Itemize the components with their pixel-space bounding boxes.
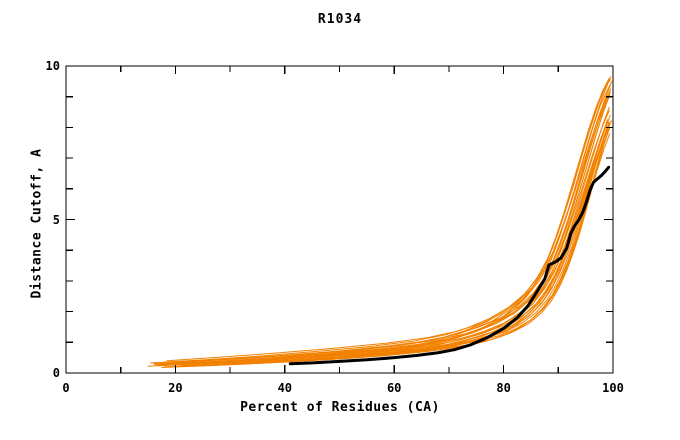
model-curve: [185, 110, 610, 365]
x-tick-label: 60: [386, 381, 402, 395]
model-curve: [213, 125, 610, 365]
model-curve: [172, 106, 610, 365]
model-curve: [177, 97, 609, 363]
model-curve: [158, 83, 609, 366]
model-curve: [161, 120, 612, 368]
plot-frame: [65, 65, 614, 374]
chart-title: R1034: [317, 12, 363, 27]
model-curve: [224, 121, 610, 364]
x-tick-label: 0: [62, 381, 70, 395]
x-tick-label: 40: [277, 381, 293, 395]
model-curve: [166, 80, 613, 362]
curve-group: [147, 76, 613, 368]
model-curve: [180, 120, 609, 367]
y-tick-label: 10: [45, 59, 60, 73]
model-curve: [155, 91, 611, 366]
model-curve: [202, 114, 611, 365]
x-axis-label: Percent of Residues (CA): [240, 400, 440, 415]
model-curve: [154, 85, 611, 365]
reference-curve: [288, 165, 611, 366]
model-curve: [191, 94, 611, 362]
model-curve: [163, 119, 609, 368]
model-curve: [147, 77, 610, 367]
model-curve: [153, 79, 611, 365]
model-curve: [188, 126, 611, 367]
x-tick-label: 20: [168, 381, 183, 395]
model-curve: [174, 99, 609, 365]
y-tick-label: 5: [52, 212, 60, 227]
y-axis-label: Distance Cutoff, A: [29, 148, 45, 299]
model-curve: [207, 128, 610, 364]
x-tick-label: 80: [496, 381, 511, 395]
model-curve: [196, 120, 609, 364]
model-curve: [169, 88, 612, 363]
x-tick-label: 100: [602, 381, 624, 395]
y-tick-label: 0: [52, 366, 60, 380]
axis-ticks: [65, 65, 614, 374]
model-curve: [150, 76, 612, 364]
